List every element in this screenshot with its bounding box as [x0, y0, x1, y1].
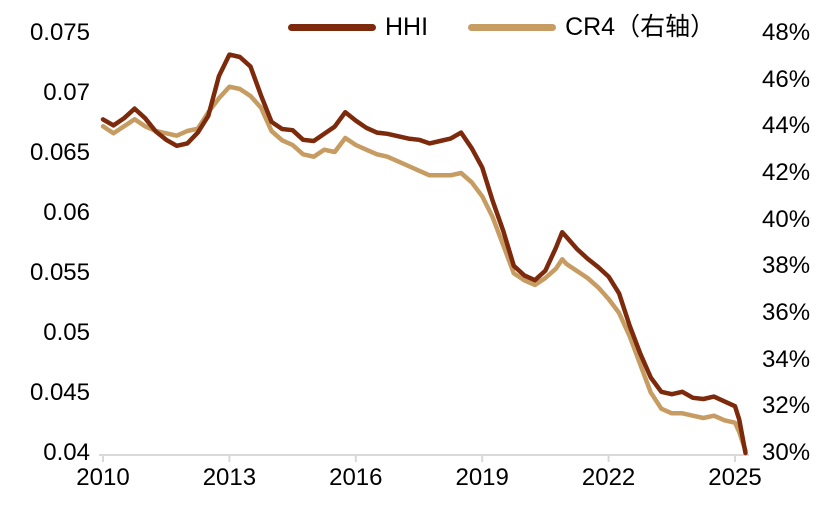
- y-axis-label-left: 0.065: [29, 139, 90, 166]
- legend-label-cr4: CR4（右轴）: [565, 13, 716, 41]
- legend-item-hhi: HHI: [288, 12, 428, 42]
- y-axis-label-right: 30%: [762, 439, 811, 466]
- chart-legend: HHI CR4（右轴）: [288, 12, 715, 42]
- hhi-line-swatch: [288, 23, 376, 31]
- x-axis-label: 2010: [76, 464, 130, 491]
- y-axis-label-left: 0.045: [29, 379, 90, 406]
- y-axis-label-right: 42%: [762, 159, 811, 186]
- cr4-series-line: [100, 84, 748, 453]
- y-axis-label-right: 32%: [762, 392, 811, 420]
- y-axis-label-right: 34%: [762, 345, 811, 373]
- y-axis-label-left: 0.055: [29, 259, 90, 286]
- y-axis-label-left: 0.075: [29, 19, 90, 46]
- legend-item-cr4: CR4（右轴）: [468, 12, 715, 42]
- y-axis-label-left: 0.05: [43, 319, 90, 346]
- hhi-series-line: [100, 52, 748, 456]
- y-axis-label-right: 44%: [762, 112, 811, 140]
- y-axis-label-right: 40%: [762, 205, 811, 233]
- y-axis-label-right: 48%: [762, 19, 811, 46]
- x-axis-label: 2019: [455, 464, 509, 491]
- x-axis-label: 2013: [202, 464, 257, 491]
- y-axis-label-right: 38%: [762, 252, 811, 280]
- x-axis-label: 2022: [581, 464, 636, 491]
- x-axis-label: 2016: [329, 464, 383, 491]
- x-axis-label: 2025: [708, 464, 762, 491]
- y-axis-label-right: 36%: [762, 299, 811, 326]
- y-axis-label-left: 0.07: [43, 79, 90, 106]
- y-axis-label-left: 0.06: [43, 199, 90, 226]
- y-axis-label-right: 46%: [762, 65, 811, 93]
- legend-label-hhi: HHI: [385, 13, 429, 41]
- y-axis-label-left: 0.04: [43, 439, 90, 466]
- cr4-line-swatch: [468, 23, 557, 31]
